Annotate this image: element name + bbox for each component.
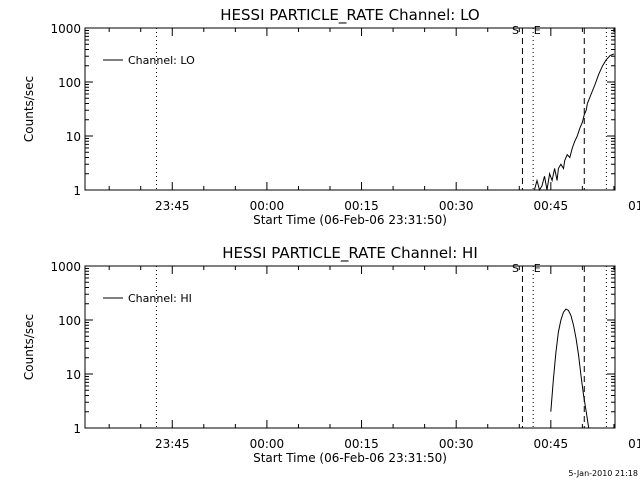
x-tick-label: 00:30 (439, 199, 474, 213)
x-tick-label: 00:45 (534, 437, 569, 451)
y-tick-label: 10 (66, 368, 81, 382)
x-tick-label: 01:00 (628, 199, 640, 213)
y-tick-label: 1000 (50, 22, 81, 36)
time-marker-label: E (534, 24, 541, 37)
time-marker-label: S (512, 262, 519, 275)
legend-label: Channel: LO (128, 54, 195, 67)
plot-frame (84, 265, 616, 429)
y-tick-label: 1 (73, 184, 81, 198)
y-tick-label: 10 (66, 130, 81, 144)
x-tick-label: 01:00 (628, 437, 640, 451)
chart-panel-2: HESSI PARTICLE_RATE Channel: HI Counts/se… (22, 244, 640, 465)
y-tick-label: 1 (73, 422, 81, 436)
footer-timestamp: 5-Jan-2010 21:18 (568, 469, 638, 478)
x-axis-label: Start Time (06-Feb-06 23:31:50) (253, 213, 447, 227)
x-tick-label: 00:30 (439, 437, 474, 451)
x-tick-label: 00:00 (250, 199, 285, 213)
x-tick-label: 00:00 (250, 437, 285, 451)
chart-panels: HESSI PARTICLE_RATE Channel: LO Counts/se… (22, 6, 640, 465)
series-line-1 (550, 308, 590, 429)
plot-frame (84, 27, 616, 191)
y-tick-label: 1000 (50, 260, 81, 274)
y-axis-label: Counts/sec (22, 314, 36, 380)
time-marker-label: E (534, 262, 541, 275)
x-tick-label: 23:45 (155, 199, 190, 213)
y-tick-label: 100 (58, 76, 81, 90)
x-axis-label: Start Time (06-Feb-06 23:31:50) (253, 451, 447, 465)
x-tick-label: 00:15 (344, 199, 379, 213)
x-tick-label: 00:45 (534, 199, 569, 213)
chart-title: HESSI PARTICLE_RATE Channel: HI (222, 244, 478, 263)
chart-panel-1: HESSI PARTICLE_RATE Channel: LO Counts/se… (22, 6, 640, 227)
x-tick-label: 00:15 (344, 437, 379, 451)
y-axis-label: Counts/sec (22, 76, 36, 142)
y-tick-label: 100 (58, 314, 81, 328)
series-line-2 (586, 53, 615, 104)
chart-title: HESSI PARTICLE_RATE Channel: LO (220, 6, 479, 25)
series-line-1 (533, 103, 588, 192)
x-tick-label: 23:45 (155, 437, 190, 451)
legend-label: Channel: HI (128, 292, 192, 305)
time-marker-label: S (512, 24, 519, 37)
